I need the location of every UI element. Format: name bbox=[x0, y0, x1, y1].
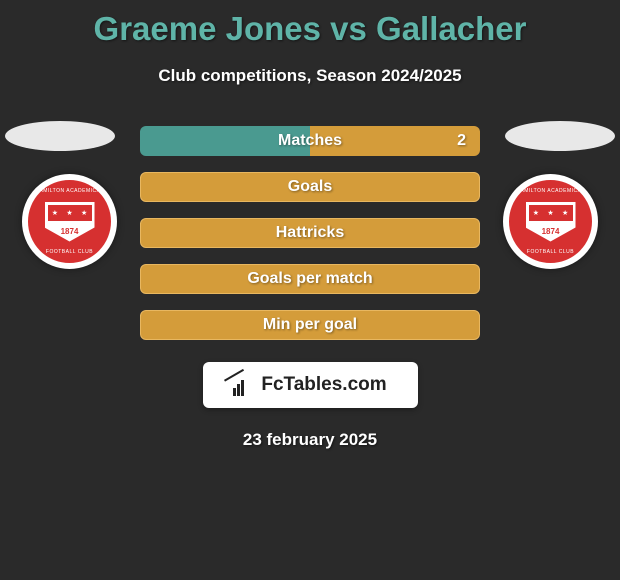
star-icon: ★ bbox=[81, 209, 87, 217]
stat-bar-label: Goals bbox=[288, 178, 332, 196]
stat-bar: Hattricks bbox=[140, 218, 480, 248]
logo-text: FcTables.com bbox=[261, 374, 386, 396]
left-oval bbox=[5, 121, 115, 151]
left-club-crest: HAMILTON ACADEMICAL ★ ★ ★ 1874 FOOTBALL … bbox=[22, 174, 117, 269]
right-oval bbox=[505, 121, 615, 151]
star-icon: ★ bbox=[562, 209, 568, 217]
stat-bar: Goals per match bbox=[140, 264, 480, 294]
stat-bar-value: 2 bbox=[457, 132, 466, 150]
stat-bar: Goals bbox=[140, 172, 480, 202]
stat-bar-label: Hattricks bbox=[276, 224, 344, 242]
crest-bottom-text: FOOTBALL CLUB bbox=[46, 249, 93, 255]
star-icon: ★ bbox=[52, 209, 58, 217]
stat-bar: Min per goal bbox=[140, 310, 480, 340]
star-icon: ★ bbox=[533, 209, 539, 217]
crest-shield-icon: ★ ★ ★ 1874 bbox=[45, 202, 95, 242]
stat-bars: Matches 2 Goals Hattricks Goals per match Min… bbox=[140, 126, 480, 340]
right-club-crest: HAMILTON ACADEMICAL ★ ★ ★ 1874 FOOTBALL … bbox=[503, 174, 598, 269]
content-area: HAMILTON ACADEMICAL ★ ★ ★ 1874 FOOTBALL … bbox=[0, 126, 620, 450]
fctables-logo: FcTables.com bbox=[203, 362, 418, 408]
page-title: Graeme Jones vs Gallacher bbox=[0, 0, 620, 48]
subtitle: Club competitions, Season 2024/2025 bbox=[0, 66, 620, 86]
star-icon: ★ bbox=[66, 209, 72, 217]
stat-bar-label: Min per goal bbox=[263, 316, 357, 334]
crest-bottom-text: FOOTBALL CLUB bbox=[527, 249, 574, 255]
date-text: 23 february 2025 bbox=[0, 430, 620, 450]
crest-year: 1874 bbox=[526, 227, 576, 236]
stat-bar-label: Goals per match bbox=[247, 270, 372, 288]
crest-top-text: HAMILTON ACADEMICAL bbox=[516, 188, 585, 194]
star-icon: ★ bbox=[547, 209, 553, 217]
crest-top-text: HAMILTON ACADEMICAL bbox=[35, 188, 104, 194]
crest-shield-icon: ★ ★ ★ 1874 bbox=[526, 202, 576, 242]
stat-bar-label: Matches bbox=[278, 132, 342, 150]
crest-year: 1874 bbox=[45, 227, 95, 236]
stat-bar: Matches 2 bbox=[140, 126, 480, 156]
chart-icon bbox=[233, 374, 255, 396]
